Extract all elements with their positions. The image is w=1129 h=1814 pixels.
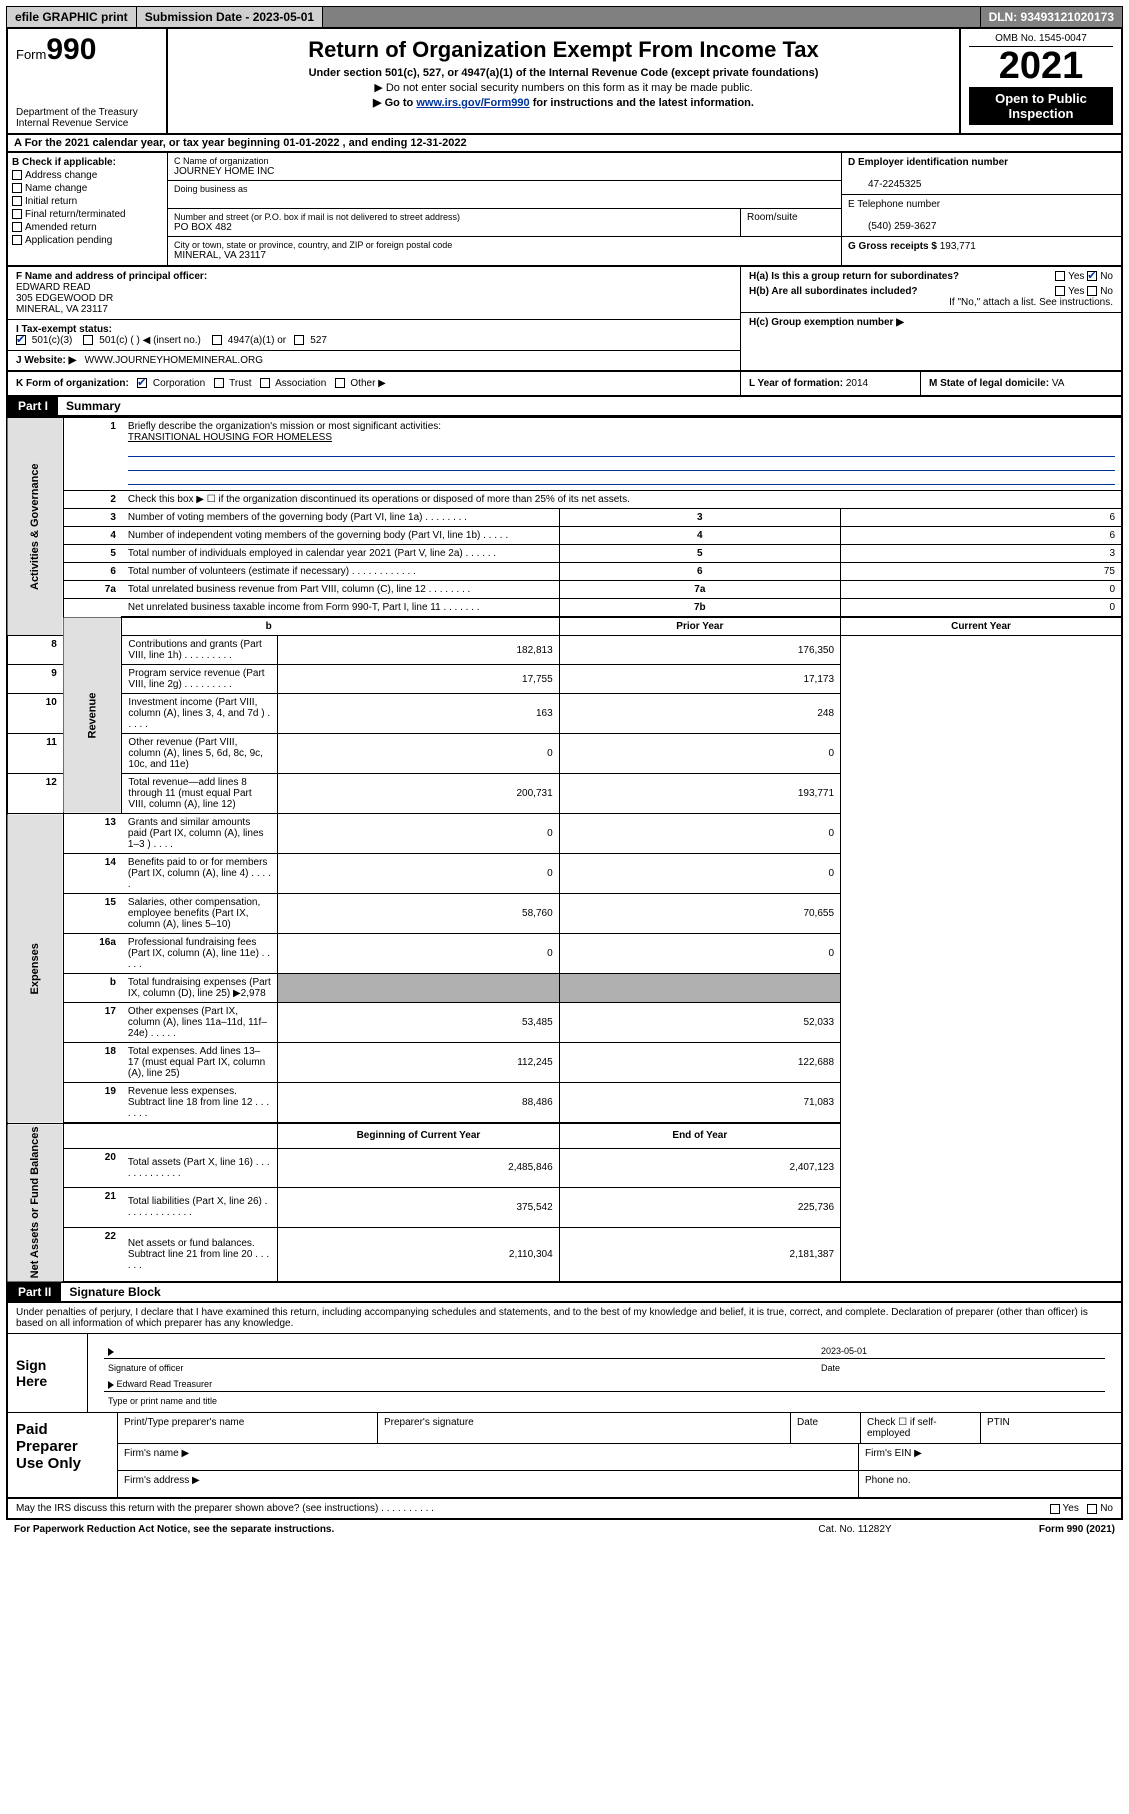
table-row: 14Benefits paid to or for members (Part … bbox=[7, 854, 1122, 894]
website: WWW.JOURNEYHOMEMINERAL.ORG bbox=[85, 355, 263, 366]
tab-revenue: Revenue bbox=[63, 617, 122, 814]
entity-block: B Check if applicable: Address change Na… bbox=[6, 153, 1123, 267]
table-row: 18Total expenses. Add lines 13–17 (must … bbox=[7, 1043, 1122, 1083]
box-d-e-g: D Employer identification number 47-2245… bbox=[841, 153, 1121, 265]
ha-no[interactable] bbox=[1087, 271, 1097, 281]
chk-name-change[interactable]: Name change bbox=[12, 183, 163, 194]
subtitle-2: ▶ Do not enter social security numbers o… bbox=[176, 81, 951, 94]
part-2-header: Part IISignature Block bbox=[6, 1283, 1123, 1303]
table-row: 21Total liabilities (Part X, line 26) . … bbox=[7, 1188, 1122, 1227]
footer-discuss: May the IRS discuss this return with the… bbox=[6, 1499, 1123, 1520]
row-a: A For the 2021 calendar year, or tax yea… bbox=[6, 135, 1123, 153]
gross-receipts: 193,771 bbox=[940, 241, 976, 252]
ein: 47-2245325 bbox=[848, 179, 921, 190]
org-name: JOURNEY HOME INC bbox=[174, 166, 835, 177]
signature-block: Under penalties of perjury, I declare th… bbox=[6, 1303, 1123, 1499]
street-address: PO BOX 482 bbox=[174, 222, 734, 233]
chk-app-pending[interactable]: Application pending bbox=[12, 235, 163, 246]
tab-activities: Activities & Governance bbox=[7, 418, 63, 636]
table-row: 4Number of independent voting members of… bbox=[7, 527, 1122, 545]
box-j: J Website: ▶ WWW.JOURNEYHOMEMINERAL.ORG bbox=[8, 351, 740, 370]
table-row: 3Number of voting members of the governi… bbox=[7, 509, 1122, 527]
top-bar: efile GRAPHIC print Submission Date - 20… bbox=[6, 6, 1123, 28]
irs-link[interactable]: www.irs.gov/Form990 bbox=[416, 97, 529, 109]
telephone: (540) 259-3627 bbox=[848, 221, 936, 232]
chk-501c[interactable] bbox=[83, 335, 93, 345]
topbar-spacer bbox=[323, 7, 980, 27]
perjury-declaration: Under penalties of perjury, I declare th… bbox=[8, 1303, 1121, 1334]
form-title: Return of Organization Exempt From Incom… bbox=[176, 37, 951, 63]
open-to-public: Open to PublicInspection bbox=[969, 87, 1113, 125]
row-klm: K Form of organization: Corporation Trus… bbox=[6, 372, 1123, 397]
box-k: K Form of organization: Corporation Trus… bbox=[8, 372, 741, 395]
dln-label: DLN: 93493121020173 bbox=[981, 7, 1122, 27]
chk-corp[interactable] bbox=[137, 378, 147, 388]
dept-irs: Internal Revenue Service bbox=[16, 118, 158, 129]
table-row: 19Revenue less expenses. Subtract line 1… bbox=[7, 1083, 1122, 1124]
paid-preparer-label: Paid Preparer Use Only bbox=[8, 1413, 118, 1497]
table-row: 10Investment income (Part VIII, column (… bbox=[7, 694, 1122, 734]
sign-here-label: Sign Here bbox=[8, 1334, 88, 1412]
chk-amended[interactable]: Amended return bbox=[12, 222, 163, 233]
table-row: 8Contributions and grants (Part VIII, li… bbox=[7, 636, 1122, 665]
section-f-h-i-j: F Name and address of principal officer:… bbox=[6, 267, 1123, 372]
table-row: 6Total number of volunteers (estimate if… bbox=[7, 563, 1122, 581]
officer-name: Edward Read Treasurer bbox=[117, 1379, 213, 1389]
box-f: F Name and address of principal officer:… bbox=[8, 267, 740, 320]
chk-501c3[interactable] bbox=[16, 335, 26, 345]
box-h: H(a) Is this a group return for subordin… bbox=[741, 267, 1121, 312]
table-row: 20Total assets (Part X, line 16) . . . .… bbox=[7, 1148, 1122, 1187]
box-m: M State of legal domicile: VA bbox=[921, 372, 1121, 395]
table-row: 12Total revenue—add lines 8 through 11 (… bbox=[7, 774, 1122, 814]
chk-527[interactable] bbox=[294, 335, 304, 345]
hb-no[interactable] bbox=[1087, 286, 1097, 296]
table-row: 7aTotal unrelated business revenue from … bbox=[7, 581, 1122, 599]
form-number: Form990 bbox=[16, 33, 158, 67]
chk-trust[interactable] bbox=[214, 378, 224, 388]
chk-initial-return[interactable]: Initial return bbox=[12, 196, 163, 207]
table-row: 9Program service revenue (Part VIII, lin… bbox=[7, 665, 1122, 694]
part-1-header: Part ISummary bbox=[6, 397, 1123, 417]
table-row: Net unrelated business taxable income fr… bbox=[7, 599, 1122, 618]
sig-date: 2023-05-01 bbox=[821, 1346, 867, 1356]
tax-year-range: A For the 2021 calendar year, or tax yea… bbox=[14, 137, 467, 149]
table-row: 5Total number of individuals employed in… bbox=[7, 545, 1122, 563]
box-hc: H(c) Group exemption number ▶ bbox=[741, 312, 1121, 332]
table-row: 15Salaries, other compensation, employee… bbox=[7, 894, 1122, 934]
table-row: 22Net assets or fund balances. Subtract … bbox=[7, 1227, 1122, 1282]
discuss-yes[interactable] bbox=[1050, 1504, 1060, 1514]
form-header: Form990 Department of the Treasury Inter… bbox=[6, 28, 1123, 135]
chk-assoc[interactable] bbox=[260, 378, 270, 388]
table-row: 16aProfessional fundraising fees (Part I… bbox=[7, 934, 1122, 974]
table-row: 17Other expenses (Part IX, column (A), l… bbox=[7, 1003, 1122, 1043]
box-i: I Tax-exempt status: 501(c)(3) 501(c) ( … bbox=[8, 320, 740, 351]
tab-netassets: Net Assets or Fund Balances bbox=[7, 1123, 63, 1282]
box-l: L Year of formation: 2014 bbox=[741, 372, 921, 395]
subtitle-1: Under section 501(c), 527, or 4947(a)(1)… bbox=[176, 67, 951, 79]
summary-table: Activities & Governance 1 Briefly descri… bbox=[6, 417, 1123, 1283]
tax-year: 2021 bbox=[969, 47, 1113, 85]
mission-text: TRANSITIONAL HOUSING FOR HOMELESS bbox=[128, 432, 332, 443]
ha-yes[interactable] bbox=[1055, 271, 1065, 281]
chk-final-return[interactable]: Final return/terminated bbox=[12, 209, 163, 220]
footer-last: For Paperwork Reduction Act Notice, see … bbox=[6, 1520, 1123, 1539]
submission-date-btn[interactable]: Submission Date - 2023-05-01 bbox=[137, 7, 323, 27]
dept-treasury: Department of the Treasury bbox=[16, 107, 158, 118]
discuss-no[interactable] bbox=[1087, 1504, 1097, 1514]
tab-expenses: Expenses bbox=[7, 814, 63, 1124]
chk-other[interactable] bbox=[335, 378, 345, 388]
box-c: C Name of organization JOURNEY HOME INC … bbox=[168, 153, 841, 265]
chk-address-change[interactable]: Address change bbox=[12, 170, 163, 181]
chk-4947[interactable] bbox=[212, 335, 222, 345]
table-row: 13Grants and similar amounts paid (Part … bbox=[7, 814, 1122, 854]
hb-yes[interactable] bbox=[1055, 286, 1065, 296]
table-row: 11Other revenue (Part VIII, column (A), … bbox=[7, 734, 1122, 774]
table-row: bTotal fundraising expenses (Part IX, co… bbox=[7, 974, 1122, 1003]
efile-print-btn[interactable]: efile GRAPHIC print bbox=[7, 7, 137, 27]
city-state-zip: MINERAL, VA 23117 bbox=[174, 250, 835, 261]
subtitle-3: ▶ Go to www.irs.gov/Form990 for instruct… bbox=[176, 96, 951, 109]
box-b: B Check if applicable: Address change Na… bbox=[8, 153, 168, 265]
